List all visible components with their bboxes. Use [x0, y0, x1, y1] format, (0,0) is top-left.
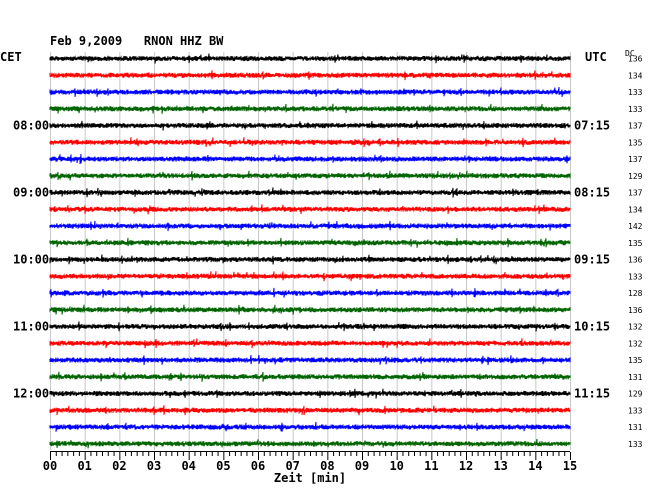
chart-title: Feb 9,2009 RNON HHZ BW	[50, 34, 224, 48]
seismic-trace	[49, 170, 571, 181]
x-tick-label: 01	[77, 459, 91, 473]
right-hour-label: 10:15	[574, 320, 610, 334]
right-hour-label: 11:15	[574, 387, 610, 401]
dc-value-label: 133	[628, 406, 643, 415]
x-tick-label: 07	[285, 459, 299, 473]
trace-group	[49, 53, 571, 449]
seismic-trace	[49, 120, 571, 131]
seismic-trace	[49, 70, 571, 81]
seismic-trace	[49, 438, 571, 449]
x-tick-label: 02	[112, 459, 126, 473]
left-hour-label: 10:00	[13, 253, 49, 267]
seismic-trace	[49, 53, 571, 64]
seismic-trace	[49, 187, 571, 198]
dc-value-label: 137	[628, 122, 643, 131]
time-grid	[50, 52, 571, 450]
dc-value-label: 137	[628, 189, 643, 198]
seismic-trace	[49, 321, 571, 332]
seismic-trace	[49, 405, 571, 416]
seismic-trace	[49, 237, 571, 248]
x-tick-label: 08	[320, 459, 334, 473]
right-hour-label: 09:15	[574, 253, 610, 267]
left-hour-label: 08:00	[13, 119, 49, 133]
left-timezone-label: CET	[0, 50, 22, 64]
seismic-trace	[49, 103, 571, 114]
x-axis-label: Zeit [min]	[274, 471, 346, 485]
dc-value-label: 135	[628, 239, 643, 248]
seismic-trace	[49, 338, 571, 349]
label-group: 08:00 09:00 10:00 11:00 12:00 07:15 08:15 09:15…	[13, 55, 643, 449]
x-axis: 00 01 02 03 04 05 06 07 08 09 10 11 12 13 14 15	[43, 451, 577, 473]
seismic-trace	[49, 254, 571, 265]
dc-value-label: 142	[628, 222, 643, 231]
seismic-trace	[49, 388, 571, 399]
seismic-trace	[49, 271, 571, 282]
dc-value-label: 136	[628, 55, 643, 64]
right-hour-label: 07:15	[574, 119, 610, 133]
x-tick-label: 13	[493, 459, 507, 473]
dc-value-label: 134	[628, 205, 643, 214]
dc-value-label: 131	[628, 373, 643, 382]
x-tick-label: 10	[389, 459, 403, 473]
dc-value-label: 133	[628, 440, 643, 449]
x-tick-label: 04	[181, 459, 195, 473]
seismic-trace	[49, 354, 571, 366]
dc-value-label: 136	[628, 256, 643, 265]
dc-value-label: 134	[628, 71, 643, 80]
dc-value-label: 129	[628, 172, 643, 181]
x-tick-label: 09	[355, 459, 369, 473]
dc-value-label: 136	[628, 306, 643, 315]
dc-value-label: 128	[628, 289, 643, 298]
seismic-trace	[49, 287, 571, 298]
dc-value-label: 135	[628, 356, 643, 365]
left-hour-label: 12:00	[13, 387, 49, 401]
x-tick-label: 03	[147, 459, 161, 473]
seismic-trace	[49, 154, 571, 164]
right-hour-label: 08:15	[574, 186, 610, 200]
x-tick-label: 00	[43, 459, 57, 473]
seismic-trace	[49, 304, 571, 315]
seismic-trace	[49, 87, 571, 97]
seismic-trace	[49, 421, 571, 432]
left-hour-label: 11:00	[13, 320, 49, 334]
x-tick-label: 15	[563, 459, 577, 473]
seismic-trace	[49, 137, 571, 148]
right-timezone-label: UTC	[585, 50, 607, 64]
dc-value-label: 133	[628, 105, 643, 114]
x-tick-label: 06	[251, 459, 265, 473]
dc-value-label: 137	[628, 155, 643, 164]
dc-value-label: 129	[628, 390, 643, 399]
dc-value-label: 132	[628, 339, 643, 348]
dc-value-label: 132	[628, 323, 643, 332]
dc-value-label: 131	[628, 423, 643, 432]
seismic-trace	[49, 371, 571, 382]
left-hour-label: 09:00	[13, 186, 49, 200]
x-tick-label: 05	[216, 459, 230, 473]
dc-value-label: 135	[628, 138, 643, 147]
x-tick-label: 11	[424, 459, 438, 473]
seismic-trace	[49, 204, 571, 215]
x-tick-label: 14	[528, 459, 542, 473]
dc-value-label: 133	[628, 88, 643, 97]
seismic-trace	[49, 220, 571, 232]
dc-value-label: 133	[628, 272, 643, 281]
x-tick-label: 12	[459, 459, 473, 473]
dc-column-label: DC	[625, 49, 635, 58]
